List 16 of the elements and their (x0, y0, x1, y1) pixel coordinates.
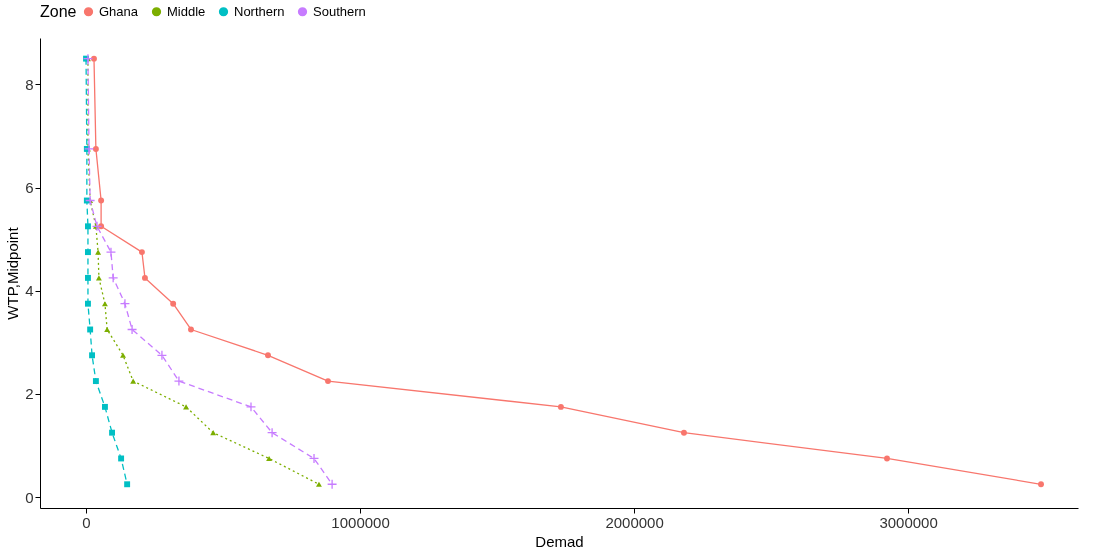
y-tick-label: 2 (25, 385, 34, 403)
x-axis-title: Demad (535, 532, 584, 550)
y-tick-label: 0 (25, 488, 34, 506)
legend-label: Northern (234, 3, 285, 19)
x-tick-label: 3000000 (879, 513, 938, 531)
legend-title: Zone (40, 3, 77, 20)
y-tick-label: 8 (25, 75, 34, 93)
x-tick-label: 0 (82, 513, 91, 531)
legend-label: Southern (313, 3, 366, 19)
x-tick-label: 1000000 (331, 513, 390, 531)
x-tick-label: 2000000 (605, 513, 664, 531)
legend-label: Ghana (99, 3, 139, 19)
y-tick-label: 6 (25, 179, 34, 197)
y-axis-title: WTP,Midpoint (4, 226, 22, 320)
y-tick-label: 4 (25, 282, 34, 300)
legend-label: Middle (167, 3, 206, 19)
